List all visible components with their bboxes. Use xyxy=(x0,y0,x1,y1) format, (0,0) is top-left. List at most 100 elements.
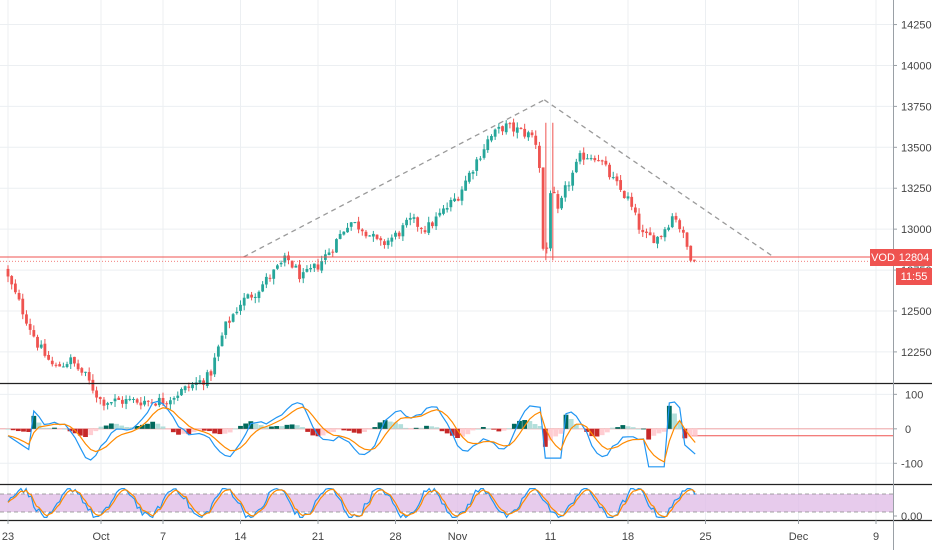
histogram-bar xyxy=(666,405,672,429)
histogram-bar xyxy=(320,428,326,436)
oscillator-y-axis[interactable]: 100 0 -100 xyxy=(893,389,923,470)
histogram-bar xyxy=(372,427,378,429)
candle-body xyxy=(47,354,50,360)
candle-body xyxy=(98,397,102,400)
candle-body xyxy=(349,222,353,227)
price-tick-label: 13250 xyxy=(901,183,932,195)
histogram-bar xyxy=(625,426,631,429)
candle-body xyxy=(549,193,552,249)
candle-body xyxy=(353,222,357,224)
candle-body xyxy=(408,217,412,220)
candle-body xyxy=(76,363,80,370)
histogram-bar xyxy=(119,425,125,429)
last-price-tag xyxy=(896,249,932,266)
x-tick-label: 23 xyxy=(2,531,14,543)
candle-body xyxy=(574,161,578,173)
histogram-bar xyxy=(387,421,393,429)
candle-body xyxy=(242,297,246,306)
candle-body xyxy=(630,196,634,207)
histogram-bar xyxy=(248,421,254,429)
histogram-bar xyxy=(532,424,538,429)
histogram-bar xyxy=(227,428,233,433)
candle-body xyxy=(150,402,154,404)
price-level-line[interactable] xyxy=(0,256,893,262)
histogram-bar xyxy=(243,423,249,429)
candle-body xyxy=(405,219,408,226)
histogram-bar xyxy=(201,428,207,431)
candle-body xyxy=(216,346,220,357)
histogram-bar xyxy=(630,427,636,429)
histogram-bar xyxy=(325,428,331,434)
candle-body xyxy=(268,277,272,279)
histogram-bar xyxy=(429,426,435,429)
candle-body xyxy=(6,268,10,277)
candle-body xyxy=(172,397,176,400)
candle-body xyxy=(39,344,43,348)
histogram-bar xyxy=(682,428,688,439)
histogram-bar xyxy=(191,428,197,433)
x-tick-label: 28 xyxy=(389,531,401,543)
histogram-bar xyxy=(217,428,223,435)
trendlines[interactable] xyxy=(243,99,775,258)
candle-body xyxy=(490,136,493,141)
candle-body xyxy=(652,235,656,244)
histogram-bar xyxy=(108,423,114,429)
candle-body xyxy=(423,230,427,233)
x-tick-label: 7 xyxy=(160,531,166,543)
candle-body xyxy=(36,336,39,348)
candle-body xyxy=(213,357,217,375)
candle-body xyxy=(73,356,76,364)
candle-body xyxy=(379,238,383,241)
histogram-bar xyxy=(5,428,11,430)
candle-body xyxy=(442,208,445,214)
stochastic-y-axis[interactable]: 0.00 xyxy=(893,511,922,523)
candle-body xyxy=(342,231,346,235)
candle-body xyxy=(438,212,442,216)
price-y-axis[interactable]: 1225012500127501300013250135001375014000… xyxy=(893,20,932,359)
candle-body xyxy=(346,227,349,233)
x-tick-label: 9 xyxy=(873,531,879,543)
candle-body xyxy=(117,397,121,400)
candle-body xyxy=(633,207,637,213)
candle-body xyxy=(560,197,563,209)
candle-body xyxy=(434,216,438,227)
histogram-bar xyxy=(145,423,150,429)
candle-body xyxy=(261,284,265,292)
candle-body xyxy=(309,268,313,270)
histogram-bar xyxy=(253,423,259,429)
histogram-bar xyxy=(656,428,662,434)
time-x-axis[interactable]: 23 Oct 7 14 21 28 Nov 11 18 25 Dec 9 xyxy=(2,520,879,543)
histogram-bar xyxy=(88,428,94,436)
histogram-bar xyxy=(589,428,595,437)
candle-body xyxy=(287,255,290,261)
histogram-bar xyxy=(222,428,228,434)
candle-body xyxy=(622,190,626,198)
candle-body xyxy=(279,262,283,265)
candle-body xyxy=(512,122,515,132)
histogram-bar xyxy=(377,422,383,429)
candle-body xyxy=(187,386,191,388)
last-price-tag-text: 12804 xyxy=(899,252,930,264)
candle-body xyxy=(681,229,685,233)
candle-body xyxy=(316,264,320,270)
candle-body xyxy=(143,400,146,405)
candle-body xyxy=(453,198,456,202)
histogram-bar xyxy=(393,422,398,429)
stoch-tick-label: 0.00 xyxy=(901,511,922,523)
candle-body xyxy=(556,194,560,209)
candle-body xyxy=(161,397,165,405)
candle-body xyxy=(478,158,482,160)
candle-body xyxy=(209,371,213,376)
histogram-bar xyxy=(284,424,290,429)
histogram-bar xyxy=(346,428,352,431)
histogram-bar xyxy=(548,428,553,441)
candle-body xyxy=(563,185,567,198)
histogram-bar xyxy=(310,428,316,436)
candle-body xyxy=(604,160,608,165)
candle-body xyxy=(338,233,342,239)
candle-body xyxy=(464,180,468,191)
histogram-bar xyxy=(124,427,130,429)
candle-body xyxy=(397,232,401,237)
candle-body xyxy=(128,398,132,400)
